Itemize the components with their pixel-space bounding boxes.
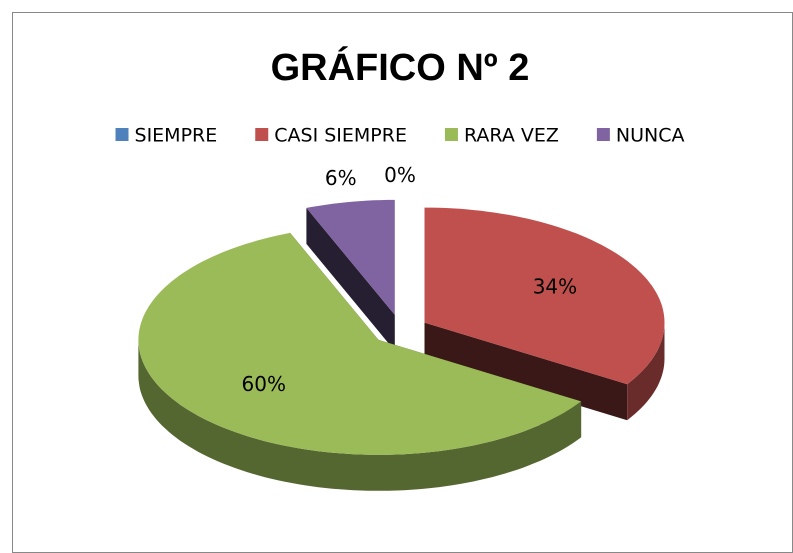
legend-label: RARA VEZ (464, 125, 559, 147)
legend-swatch (596, 128, 610, 141)
slice (424, 207, 665, 385)
legend-label: SIEMPRE (135, 125, 218, 147)
data-label: 34% (533, 275, 577, 299)
data-label: 6% (325, 166, 357, 190)
legend-swatch (115, 128, 129, 141)
slice-wall (138, 339, 582, 491)
legend-swatch (444, 128, 458, 141)
slice-wall (627, 322, 665, 421)
slice (306, 199, 395, 315)
legend-label: CASI SIEMPRE (274, 125, 407, 147)
chart-title: GRÁFICO Nº 2 (271, 45, 530, 89)
slice-side (306, 207, 395, 351)
data-label: 60% (242, 372, 286, 396)
slice-side (424, 322, 628, 421)
slice (138, 232, 582, 455)
legend-label: NUNCA (616, 125, 685, 147)
data-label: 0% (384, 163, 416, 187)
legend-swatch (255, 128, 269, 141)
